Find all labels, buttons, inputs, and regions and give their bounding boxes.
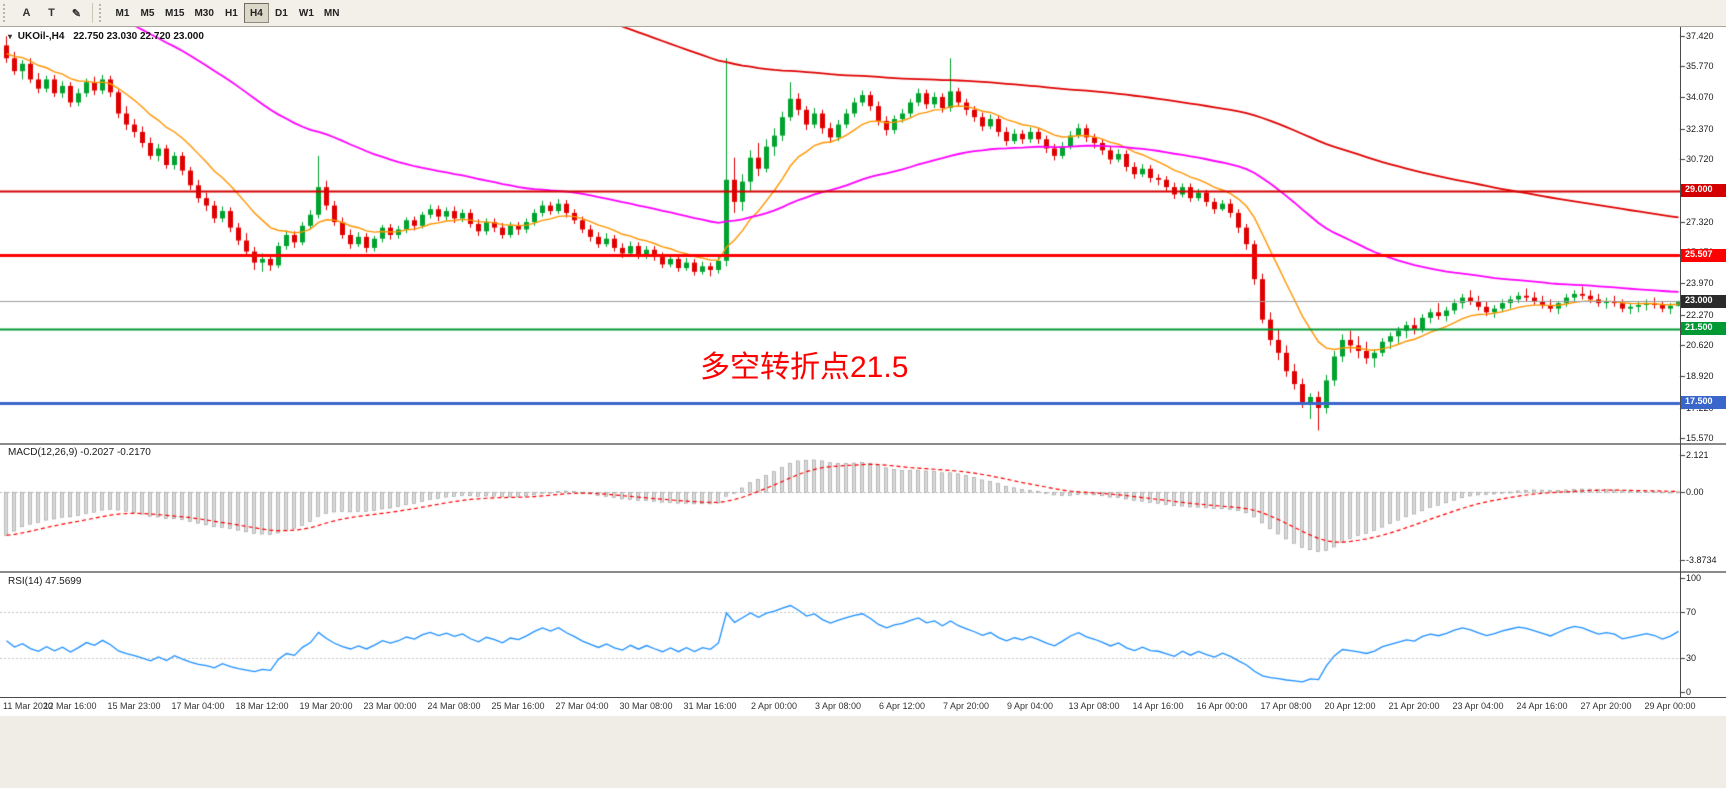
price-axis-label: 22.270 [1686, 309, 1714, 320]
time-axis-label: 14 Apr 16:00 [1132, 701, 1184, 711]
timeframe-button-m30[interactable]: M30 [189, 3, 218, 23]
time-axis-label: 7 Apr 20:00 [942, 701, 990, 711]
timeframe-button-d1[interactable]: D1 [269, 3, 294, 23]
timeframe-button-h4[interactable]: H4 [243, 3, 269, 23]
time-axis-label: 3 Apr 08:00 [814, 701, 862, 711]
time-axis-label: 24 Apr 16:00 [1516, 701, 1568, 711]
time-axis-label: 17 Mar 04:00 [171, 701, 225, 711]
symbol-marker-icon: ▾ [8, 32, 13, 41]
timeframe-button-m15[interactable]: M15 [160, 3, 189, 23]
price-level-tag: 21.500 [1681, 322, 1726, 336]
ohlc-values: 22.750 23.030 22.720 23.000 [73, 31, 204, 42]
price-axis-label: 20.620 [1686, 340, 1714, 351]
price-axis-border [1680, 27, 1681, 697]
price-level-tag: 29.000 [1681, 184, 1726, 198]
time-axis-label: 21 Apr 20:00 [1388, 701, 1440, 711]
time-axis-label: 16 Apr 00:00 [1196, 701, 1248, 711]
price-axis-label: 27.320 [1686, 216, 1714, 227]
price-axis-label: 23.970 [1686, 278, 1714, 289]
time-axis-label: 27 Mar 04:00 [555, 701, 609, 711]
symbol-name: UKOil-,H4 [17, 31, 65, 42]
time-axis-label: 9 Apr 04:00 [1006, 701, 1054, 711]
rsi-axis-label: 0 [1686, 687, 1692, 698]
price-axis-label: 18.920 [1686, 371, 1714, 382]
tool-group: A T ✎ [14, 3, 89, 23]
toolbar: A T ✎ M1 M5 M15 M30 H1 H4 D1 W1 MN [0, 0, 1726, 27]
timeframe-button-w1[interactable]: W1 [294, 3, 319, 23]
toolbar-grip[interactable] [99, 4, 106, 22]
rsi-axis-label: 70 [1686, 607, 1697, 618]
time-axis-label: 17 Apr 08:00 [1260, 701, 1312, 711]
time-axis-label: 12 Mar 16:00 [43, 701, 97, 711]
macd-label: MACD(12,26,9) -0.2027 -0.2170 [8, 447, 151, 458]
price-axis-label: 32.370 [1686, 123, 1714, 134]
timeframe-group: M1 M5 M15 M30 H1 H4 D1 W1 MN [110, 3, 344, 23]
time-axis-label: 19 Mar 20:00 [299, 701, 353, 711]
time-axis-label: 18 Mar 12:00 [235, 701, 289, 711]
label-tool-button[interactable]: T [40, 3, 63, 23]
toolbar-grip[interactable] [3, 4, 10, 22]
text-tool-button[interactable]: A [15, 3, 38, 23]
price-level-tag: 17.500 [1681, 396, 1726, 409]
panel-separator[interactable] [0, 571, 1726, 573]
time-axis-label: 29 Apr 00:00 [1644, 701, 1696, 711]
rsi-label: RSI(14) 47.5699 [8, 576, 82, 587]
time-axis-label: 2 Apr 00:00 [750, 701, 798, 711]
rsi-axis-label: 100 [1686, 572, 1702, 583]
price-axis-label: 35.770 [1686, 61, 1714, 72]
time-axis-label: 15 Mar 23:00 [107, 701, 161, 711]
chart-annotation: 多空转折点21.5 [700, 351, 909, 384]
macd-axis-label: 2.121 [1686, 450, 1709, 461]
time-axis-label: 6 Apr 12:00 [878, 701, 926, 711]
time-axis-label: 27 Apr 20:00 [1580, 701, 1632, 711]
macd-axis-label: -3.8734 [1686, 555, 1717, 566]
timeframe-button-m1[interactable]: M1 [110, 3, 135, 23]
time-axis-label: 23 Mar 00:00 [363, 701, 417, 711]
time-axis-label: 25 Mar 16:00 [491, 701, 545, 711]
window-background [0, 716, 1726, 788]
panel-separator[interactable] [0, 443, 1726, 445]
price-axis-label: 15.570 [1686, 433, 1714, 444]
rsi-axis-label: 30 [1686, 652, 1697, 663]
draw-tool-button[interactable]: ✎ [65, 3, 88, 23]
time-axis-label: 11 Mar 2020 [3, 701, 53, 711]
time-axis-label: 20 Apr 12:00 [1324, 701, 1376, 711]
time-axis [0, 698, 1726, 716]
timeframe-button-m5[interactable]: M5 [135, 3, 160, 23]
price-level-tag: 25.507 [1681, 248, 1726, 262]
current-price-tag: 23.000 [1681, 294, 1726, 308]
time-axis-label: 23 Apr 04:00 [1452, 701, 1504, 711]
time-axis-label: 30 Mar 08:00 [619, 701, 673, 711]
price-axis-label: 34.070 [1686, 92, 1714, 103]
toolbar-separator [92, 3, 93, 23]
timeframe-button-h1[interactable]: H1 [219, 3, 244, 23]
timeframe-button-mn[interactable]: MN [319, 3, 345, 23]
time-axis-label: 13 Apr 08:00 [1068, 701, 1120, 711]
time-axis-label: 24 Mar 08:00 [427, 701, 481, 711]
price-axis-label: 37.420 [1686, 30, 1714, 41]
symbol-info: ▾ UKOil-,H4 22.750 23.030 22.720 23.000 [8, 31, 204, 42]
time-axis-label: 31 Mar 16:00 [683, 701, 737, 711]
price-axis-label: 30.720 [1686, 154, 1714, 165]
time-axis-border [0, 697, 1726, 698]
macd-axis-label: 0.00 [1686, 487, 1704, 498]
